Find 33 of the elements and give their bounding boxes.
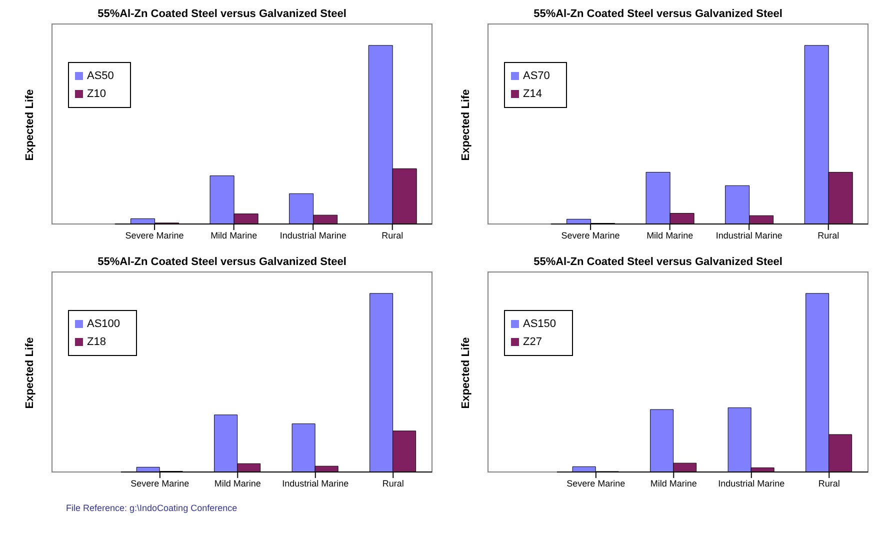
x-tick-label: Severe Marine: [566, 478, 626, 488]
legend-label: Z27: [523, 336, 542, 348]
y-axis-title: Expected Life: [24, 89, 36, 161]
legend-label: Z14: [523, 88, 542, 100]
x-tick-label: Mild Marine: [646, 230, 694, 240]
y-axis-title: Expected Life: [460, 337, 472, 409]
x-tick-label: Rural: [818, 478, 840, 488]
x-tick-label: Rural: [382, 478, 404, 488]
y-axis-title: Expected Life: [460, 89, 472, 161]
chart-title: 55%Al-Zn Coated Steel versus Galvanized Steel: [96, 256, 348, 270]
x-tick-label: Mild Marine: [214, 478, 261, 488]
chart-title: 55%Al-Zn Coated Steel versus Galvanized Steel: [96, 8, 348, 22]
y-axis-title: Expected Life: [24, 337, 36, 409]
x-tick-label: Industrial Marine: [718, 478, 785, 488]
x-tick-label: Industrial Marine: [716, 230, 782, 240]
legend-label: AS150: [523, 318, 556, 330]
legend-label: Z18: [87, 336, 106, 348]
legend-label: AS50: [87, 70, 114, 82]
x-tick-label: Severe Marine: [125, 230, 184, 240]
x-tick-label: Rural: [818, 230, 840, 240]
x-tick-label: Severe Marine: [561, 230, 620, 240]
x-tick-label: Severe Marine: [130, 478, 190, 488]
chart-title: 55%Al-Zn Coated Steel versus Galvanized Steel: [532, 8, 784, 22]
x-tick-label: Mild Marine: [650, 478, 697, 488]
x-tick-label: Mild Marine: [210, 230, 258, 240]
text: File Reference: g:\IndoCoating Conference: [66, 503, 238, 513]
x-tick-label: Industrial Marine: [280, 230, 346, 240]
chart-title: 55%Al-Zn Coated Steel versus Galvanized Steel: [532, 256, 784, 270]
x-tick-label: Industrial Marine: [282, 478, 349, 488]
x-tick-label: Rural: [382, 230, 404, 240]
legend-label: AS100: [87, 318, 120, 330]
legend-label: AS70: [523, 70, 550, 82]
legend-label: Z10: [87, 88, 106, 100]
